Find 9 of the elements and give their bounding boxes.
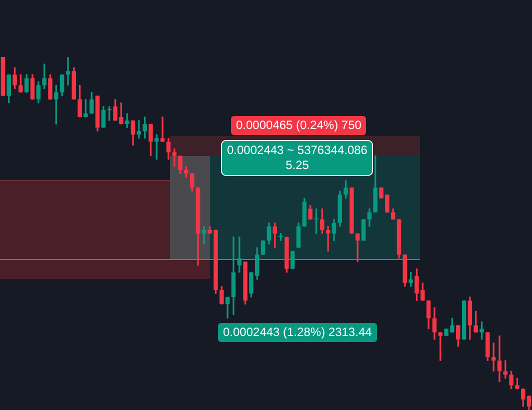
annotation: 0.0002443 ~ 5376344.086 5.25 <box>221 140 374 176</box>
candlestick <box>202 226 206 244</box>
annotation: 0.0002443 (1.28%) 2313.44 <box>218 323 377 342</box>
candlestick <box>160 116 165 142</box>
annotation: 0.0000465 (0.24%) 750 <box>231 116 366 135</box>
candlestick <box>491 342 496 372</box>
candlestick <box>497 336 502 382</box>
candlestick <box>66 57 70 86</box>
candlestick <box>326 226 330 252</box>
